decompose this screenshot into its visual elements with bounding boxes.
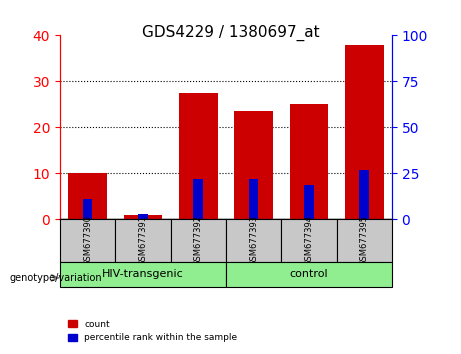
FancyBboxPatch shape — [115, 219, 171, 262]
Bar — [345, 45, 384, 219]
Bar — [234, 111, 273, 219]
FancyBboxPatch shape — [226, 262, 392, 287]
Text: GSM677392: GSM677392 — [194, 215, 203, 266]
Text: control: control — [290, 269, 328, 279]
Legend: count, percentile rank within the sample: count, percentile rank within the sample — [65, 316, 241, 346]
FancyBboxPatch shape — [60, 219, 115, 262]
Text: GDS4229 / 1380697_at: GDS4229 / 1380697_at — [142, 25, 319, 41]
Bar — [124, 215, 162, 219]
Text: GSM677393: GSM677393 — [249, 215, 258, 266]
Bar — [304, 184, 313, 219]
Bar — [359, 170, 369, 219]
Bar — [179, 93, 218, 219]
Text: GSM677390: GSM677390 — [83, 215, 92, 266]
Text: HIV-transgenic: HIV-transgenic — [102, 269, 184, 279]
FancyBboxPatch shape — [281, 219, 337, 262]
FancyBboxPatch shape — [60, 262, 226, 287]
Bar — [138, 214, 148, 219]
Bar — [193, 179, 203, 219]
Text: GSM677391: GSM677391 — [138, 215, 148, 266]
Bar — [290, 104, 328, 219]
FancyBboxPatch shape — [171, 219, 226, 262]
Text: GSM677394: GSM677394 — [304, 215, 313, 266]
Text: GSM677395: GSM677395 — [360, 215, 369, 266]
Bar — [248, 179, 258, 219]
Bar — [68, 173, 107, 219]
Text: genotype/variation: genotype/variation — [9, 273, 102, 283]
FancyBboxPatch shape — [337, 219, 392, 262]
FancyBboxPatch shape — [226, 219, 281, 262]
Bar — [83, 199, 92, 219]
